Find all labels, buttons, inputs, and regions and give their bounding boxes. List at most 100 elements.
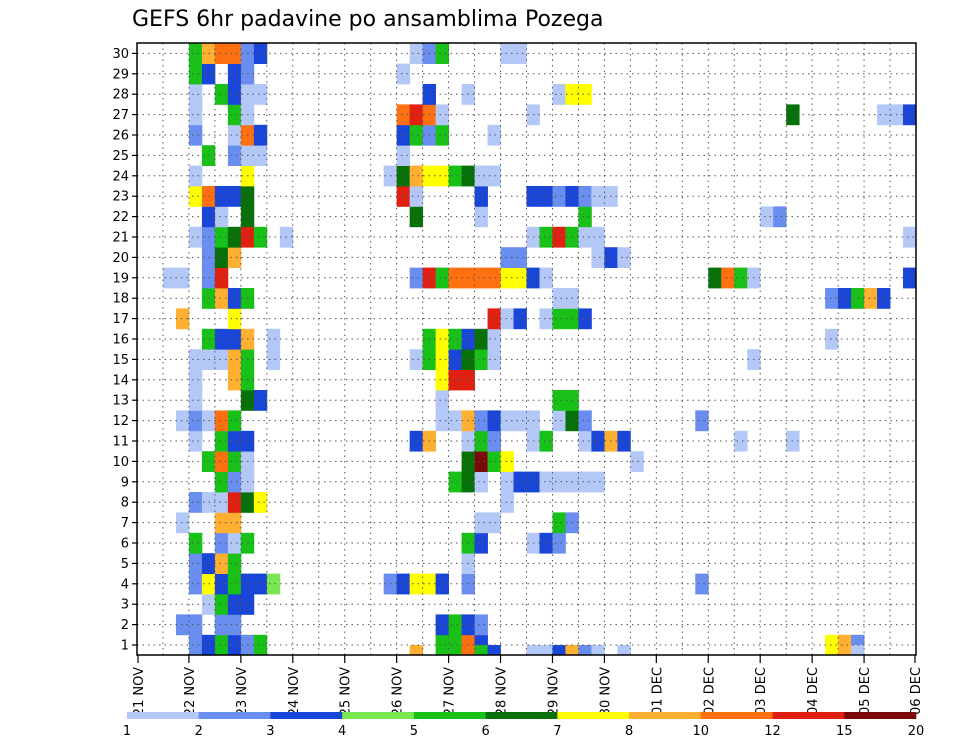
precip-cell	[188, 634, 203, 656]
precip-cell	[825, 328, 839, 350]
y-tick-label: 3	[121, 598, 129, 613]
precip-cell	[539, 308, 553, 330]
precip-cell	[578, 471, 592, 493]
x-tick-label: 05 DEC	[858, 667, 873, 715]
precip-cell	[578, 410, 592, 432]
precip-cell	[253, 124, 268, 146]
precip-cell	[175, 614, 190, 636]
precip-cell	[552, 645, 566, 655]
precip-cell	[474, 451, 488, 472]
precip-cell	[474, 614, 488, 636]
x-axis: 21 NOV 22 NOV 23 NOV 24 NOV 25 NOV 26 NOV 27 N…	[132, 655, 924, 716]
precip-cell	[591, 645, 605, 655]
precip-cell	[877, 288, 891, 309]
precip-cell	[487, 267, 501, 289]
precip-cell	[188, 614, 203, 636]
precip-cell	[214, 186, 229, 207]
precip-cell	[214, 512, 229, 534]
precip-cell	[734, 267, 748, 289]
precip-cell	[409, 43, 424, 64]
colorbar-swatch	[485, 712, 558, 719]
precip-cell	[435, 410, 449, 432]
precip-cell	[227, 145, 242, 166]
precip-cell	[214, 206, 229, 228]
precip-cell	[695, 573, 709, 595]
precip-cell	[903, 267, 917, 289]
precip-cell	[253, 573, 268, 595]
precip-cell	[188, 492, 203, 513]
x-tick-label: 02 DEC	[702, 667, 717, 715]
precip-cell	[175, 512, 190, 534]
precip-cell	[513, 471, 527, 493]
colorbar-swatch	[629, 712, 702, 719]
precip-cell	[552, 512, 566, 534]
precip-cell	[214, 492, 229, 513]
y-tick-label: 29	[112, 67, 129, 82]
precip-cell	[825, 634, 839, 656]
y-tick-label: 8	[121, 496, 129, 511]
colorbar-label: 7	[553, 724, 561, 739]
precip-cell	[760, 206, 774, 228]
precip-cell	[396, 573, 411, 595]
precip-cell	[214, 247, 229, 268]
precip-cell	[214, 349, 229, 370]
precip-cell	[487, 124, 501, 146]
precip-cell	[227, 288, 242, 309]
precip-cell	[227, 532, 242, 554]
precip-cell	[487, 349, 501, 370]
precip-cell	[474, 512, 488, 534]
precip-cell	[500, 410, 514, 432]
y-tick-label: 18	[112, 292, 129, 307]
y-tick-label: 12	[112, 414, 129, 429]
precip-cell	[474, 165, 488, 187]
precip-cell	[188, 349, 203, 370]
precip-cell	[448, 165, 462, 187]
precip-cell	[487, 430, 501, 452]
precip-cell	[617, 645, 631, 655]
colorbar-swatch	[700, 712, 773, 719]
precip-cell	[591, 226, 605, 248]
precip-cell	[474, 532, 488, 554]
precip-cell	[435, 390, 449, 411]
precip-cell	[188, 553, 203, 574]
precip-cell	[500, 247, 514, 268]
y-tick-label: 4	[121, 577, 129, 592]
precip-cell	[487, 308, 501, 330]
y-tick-label: 11	[112, 435, 129, 450]
precip-cell	[851, 645, 865, 655]
precip-cell	[539, 430, 553, 452]
x-tick-label: 24 NOV	[287, 667, 302, 716]
precip-cell	[552, 410, 566, 432]
y-tick-label: 27	[112, 108, 129, 123]
precip-cell	[500, 267, 514, 289]
precip-cell	[591, 430, 605, 452]
precip-cell	[500, 43, 514, 64]
x-tick-label: 01 DEC	[650, 667, 665, 715]
precip-cell	[500, 471, 514, 493]
x-tick-label: 27 NOV	[443, 667, 458, 716]
precip-cell	[539, 645, 553, 655]
colorbar-swatch	[270, 712, 343, 719]
precip-cell	[448, 369, 462, 391]
colorbar-label: 8	[625, 724, 633, 739]
precip-cell	[500, 308, 514, 330]
precip-cell	[552, 288, 566, 309]
precip-cell	[487, 645, 501, 655]
y-tick-label: 2	[121, 618, 129, 633]
precip-cell	[838, 288, 852, 309]
y-tick-label: 21	[112, 231, 129, 246]
precip-cell	[474, 267, 488, 289]
precip-cell	[552, 226, 566, 248]
colorbar-swatch	[844, 712, 917, 719]
y-tick-label: 23	[112, 190, 129, 205]
y-tick-label: 10	[112, 455, 129, 470]
y-tick-label: 14	[112, 373, 129, 388]
precip-cell	[539, 532, 553, 554]
precip-cell	[253, 492, 268, 513]
colorbar-swatch	[198, 712, 271, 719]
precip-cell	[227, 349, 242, 370]
precip-cell	[253, 226, 268, 248]
precip-cell	[435, 104, 449, 126]
precip-cell	[591, 186, 605, 207]
y-tick-label: 17	[112, 312, 129, 327]
